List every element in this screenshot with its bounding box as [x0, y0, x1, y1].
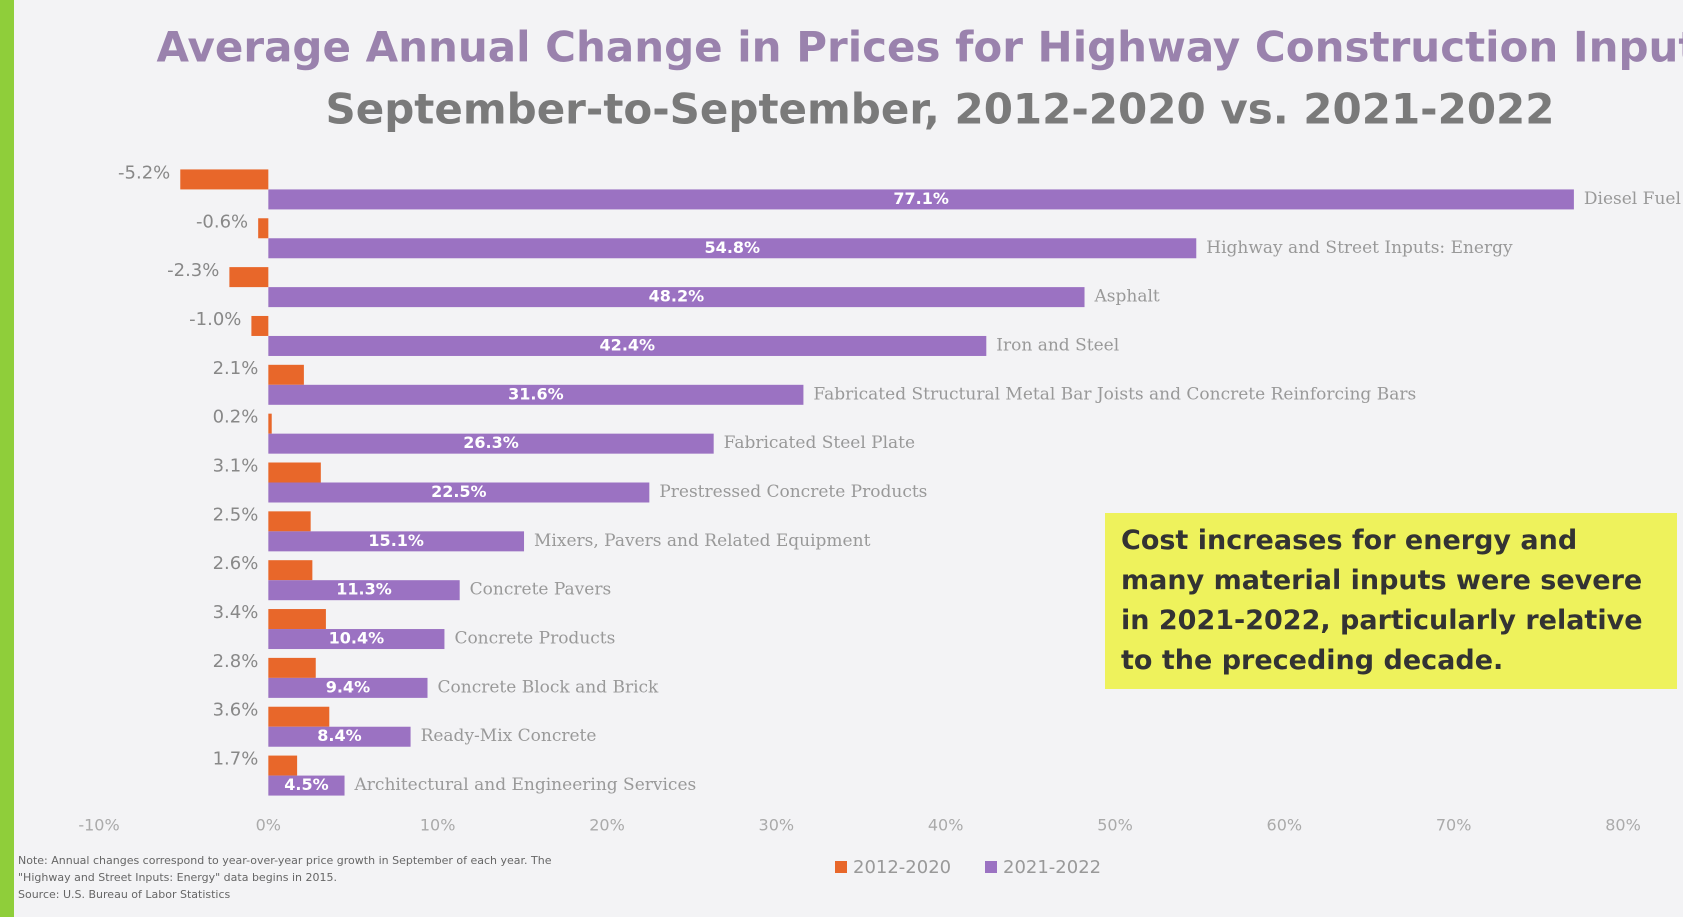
data-label: 48.2%: [649, 287, 705, 306]
data-label: 26.3%: [463, 433, 519, 452]
category-label: Diesel Fuel: [1584, 189, 1681, 209]
category-label: Iron and Steel: [996, 335, 1119, 355]
x-tick-label: 50%: [1097, 816, 1133, 835]
bar: [251, 315, 269, 336]
x-tick-label: 30%: [759, 816, 795, 835]
data-label: 4.5%: [284, 775, 328, 794]
footnotes: Note: Annual changes correspond to year-…: [18, 852, 598, 903]
bar: [268, 287, 1085, 308]
category-label: Prestressed Concrete Products: [659, 482, 927, 502]
data-label: 8.4%: [317, 726, 361, 745]
data-label: 3.6%: [213, 700, 259, 721]
data-label: -1.0%: [189, 309, 241, 330]
data-label: 2.1%: [213, 358, 259, 379]
legend-swatch: [835, 861, 847, 873]
bar: [229, 267, 269, 288]
annotation: Cost increases for energy and many mater…: [1105, 513, 1677, 689]
bar: [268, 531, 525, 552]
data-label: 15.1%: [368, 531, 424, 550]
category-label: Fabricated Steel Plate: [724, 433, 915, 453]
bar: [268, 364, 304, 385]
data-label: 42.4%: [600, 335, 656, 354]
chart-subtitle: September-to-September, 2012-2020 vs. 20…: [326, 85, 1555, 134]
data-label: 3.4%: [213, 602, 259, 623]
source: Source: U.S. Bureau of Labor Statistics: [18, 888, 231, 901]
bar: [268, 238, 1197, 259]
category-label: Concrete Products: [454, 629, 615, 649]
x-tick-label: 0%: [256, 816, 281, 835]
bar: [268, 580, 460, 601]
x-tick-label: 20%: [589, 816, 625, 835]
category-label: Concrete Block and Brick: [438, 677, 660, 697]
bar: [268, 726, 411, 747]
bar: [180, 169, 269, 190]
data-label: 1.7%: [213, 749, 259, 770]
category-label: Fabricated Structural Metal Bar Joists a…: [813, 384, 1416, 404]
bar: [268, 433, 714, 454]
x-tick-label: 80%: [1605, 816, 1641, 835]
bar: [268, 482, 650, 503]
data-label: 2.6%: [213, 553, 259, 574]
category-label: Highway and Street Inputs: Energy: [1206, 238, 1513, 258]
data-label: -0.6%: [196, 211, 248, 232]
data-label: 54.8%: [705, 238, 761, 257]
bar: [268, 609, 326, 630]
data-label: 2.5%: [213, 504, 259, 525]
bar: [268, 775, 345, 796]
category-label: Concrete Pavers: [470, 580, 612, 600]
category-label: Architectural and Engineering Services: [354, 775, 697, 795]
data-label: 0.2%: [213, 407, 259, 428]
data-label: 3.1%: [213, 456, 259, 477]
bar: [268, 629, 445, 650]
data-label: -5.2%: [118, 162, 170, 183]
data-label: 31.6%: [508, 384, 564, 403]
bar: [268, 755, 298, 776]
legend-swatch: [985, 861, 997, 873]
data-label: 77.1%: [893, 189, 949, 208]
data-label: 9.4%: [326, 677, 370, 696]
bar: [258, 218, 269, 239]
x-tick-label: 60%: [1267, 816, 1303, 835]
data-label: 10.4%: [329, 629, 385, 648]
bar: [268, 384, 804, 405]
bar: [268, 335, 987, 356]
data-label: -2.3%: [167, 260, 219, 281]
note: Note: Annual changes correspond to year-…: [18, 854, 552, 884]
legend-label: 2021-2022: [1003, 857, 1101, 878]
x-tick-label: 10%: [420, 816, 456, 835]
data-label: 11.3%: [336, 580, 392, 599]
bar: [268, 677, 428, 698]
bar: [268, 706, 330, 727]
x-tick-label: 40%: [928, 816, 964, 835]
legend-label: 2012-2020: [853, 857, 951, 878]
category-label: Ready-Mix Concrete: [421, 726, 597, 746]
x-tick-label: 70%: [1436, 816, 1472, 835]
side-stripe: [0, 0, 14, 917]
x-tick-label: -10%: [78, 816, 119, 835]
bar: [268, 560, 313, 581]
data-label: 2.8%: [213, 651, 259, 672]
bar: [268, 413, 272, 434]
bar: [268, 189, 1574, 210]
category-label: Asphalt: [1094, 287, 1160, 307]
bar: [268, 511, 311, 532]
chart-title: Average Annual Change in Prices for High…: [156, 23, 1683, 72]
bar: [268, 657, 316, 678]
data-label: 22.5%: [431, 482, 487, 501]
category-label: Mixers, Pavers and Related Equipment: [534, 531, 871, 551]
bar: [268, 462, 321, 483]
